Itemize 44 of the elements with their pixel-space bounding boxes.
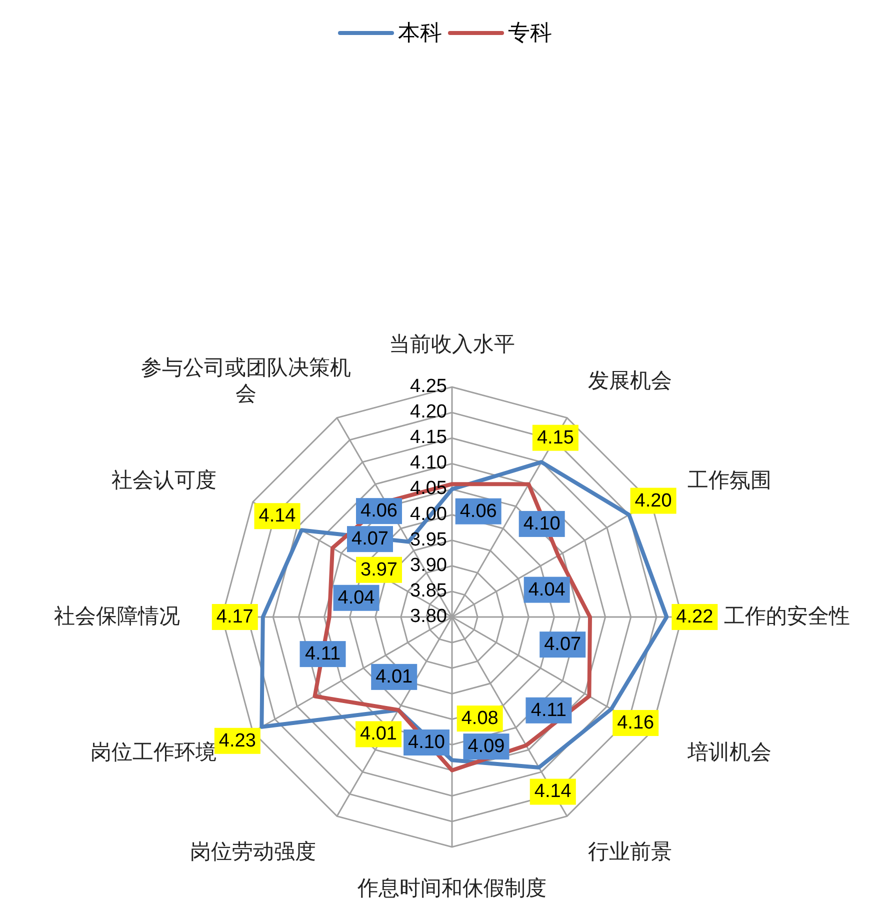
- spoke-label: 工作氛围: [688, 468, 772, 492]
- data-label: 4.10: [523, 513, 560, 534]
- spoke-label: 培训机会: [686, 740, 772, 764]
- data-label: 3.97: [360, 559, 398, 580]
- data-label: 4.09: [468, 736, 505, 758]
- spoke-label: 当前收入水平: [389, 332, 515, 356]
- data-label: 4.04: [528, 579, 566, 600]
- y-tick-label: 3.85: [410, 580, 447, 602]
- spoke-label: 社会保障情况: [54, 604, 180, 628]
- spoke-label: 参与公司或团队决策机会: [141, 356, 351, 405]
- data-label: 4.07: [544, 634, 582, 656]
- data-label: 4.15: [536, 427, 574, 448]
- spoke-label: 社会认可度: [111, 468, 216, 492]
- y-tick-label: 4.20: [410, 402, 447, 423]
- legend-label: 本科: [398, 19, 442, 47]
- data-label: 4.16: [617, 712, 654, 734]
- data-label: 4.11: [304, 644, 341, 665]
- data-label: 4.08: [461, 708, 498, 730]
- y-tick-label: 4.15: [410, 427, 447, 448]
- data-label: 4.17: [216, 606, 254, 628]
- legend-label: 专科: [508, 19, 552, 47]
- y-tick-label: 4.10: [410, 452, 447, 474]
- y-tick-label: 3.95: [410, 529, 447, 550]
- spoke-label: 岗位工作环境: [90, 740, 216, 764]
- spoke-label: 作息时间和休假制度: [356, 876, 546, 900]
- y-tick-label: 3.90: [410, 554, 447, 576]
- data-label: 4.14: [258, 506, 296, 527]
- data-label: 4.07: [352, 528, 388, 550]
- data-label: 4.23: [218, 730, 256, 752]
- y-tick-label: 4.25: [410, 376, 447, 398]
- data-label: 4.11: [530, 700, 566, 721]
- spoke-label: 工作的安全性: [724, 604, 850, 628]
- data-label: 4.01: [376, 666, 413, 688]
- spoke-label: 发展机会: [588, 368, 672, 392]
- data-label: 4.22: [676, 606, 714, 628]
- data-label: 4.06: [360, 500, 398, 522]
- data-label: 4.01: [360, 724, 398, 745]
- data-label: 4.20: [634, 490, 672, 512]
- y-tick-label: 3.80: [410, 606, 447, 628]
- spoke-label: 岗位劳动强度: [190, 840, 316, 864]
- data-label: 4.06: [460, 500, 497, 522]
- data-label: 4.04: [338, 587, 376, 608]
- spoke-label: 行业前景: [588, 840, 672, 864]
- data-label: 4.14: [534, 781, 572, 802]
